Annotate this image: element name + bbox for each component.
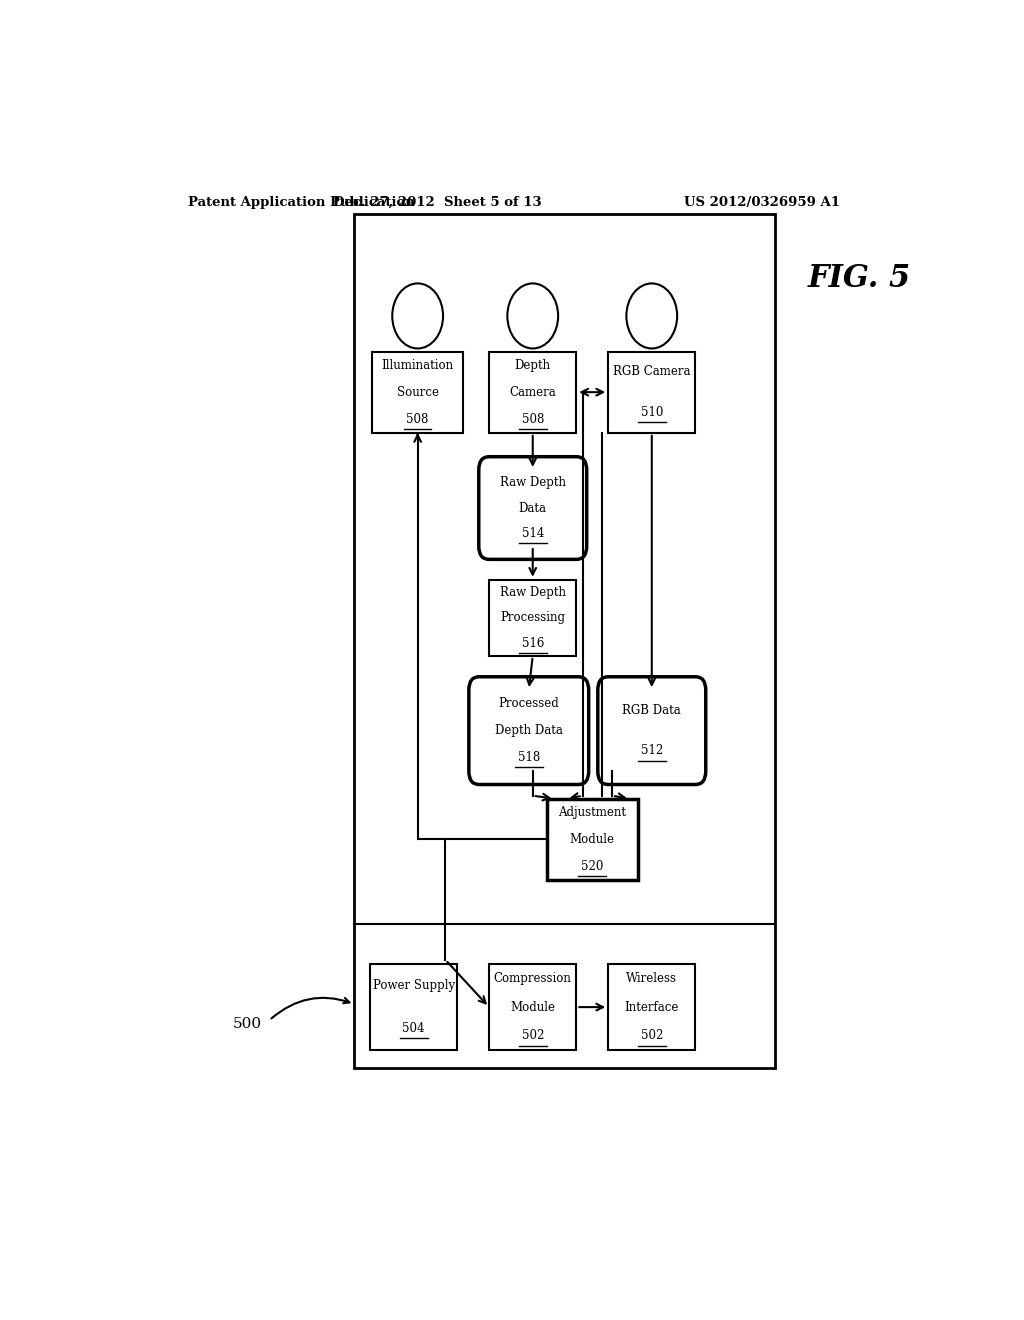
Text: Power Supply: Power Supply <box>373 979 455 993</box>
Text: 504: 504 <box>402 1022 425 1035</box>
FancyBboxPatch shape <box>370 964 458 1051</box>
Text: Wireless: Wireless <box>627 972 677 985</box>
Text: Interface: Interface <box>625 1001 679 1014</box>
Text: 510: 510 <box>641 407 663 418</box>
Text: 514: 514 <box>521 527 544 540</box>
Text: Adjustment: Adjustment <box>558 805 627 818</box>
FancyBboxPatch shape <box>598 677 706 784</box>
Text: 518: 518 <box>518 751 540 764</box>
FancyBboxPatch shape <box>489 351 577 433</box>
FancyBboxPatch shape <box>608 351 695 433</box>
Text: Compression: Compression <box>494 972 571 985</box>
FancyBboxPatch shape <box>469 677 589 784</box>
Text: 502: 502 <box>521 1030 544 1043</box>
Text: 512: 512 <box>641 744 663 758</box>
Text: Raw Depth: Raw Depth <box>500 586 565 599</box>
Text: RGB Data: RGB Data <box>623 704 681 717</box>
FancyBboxPatch shape <box>608 964 695 1051</box>
Circle shape <box>392 284 443 348</box>
Text: 508: 508 <box>407 413 429 426</box>
Text: RGB Camera: RGB Camera <box>613 366 690 379</box>
FancyBboxPatch shape <box>372 351 463 433</box>
Text: Processing: Processing <box>501 611 565 624</box>
Text: FIG. 5: FIG. 5 <box>807 263 910 294</box>
FancyBboxPatch shape <box>547 799 638 880</box>
FancyBboxPatch shape <box>489 964 577 1051</box>
Text: 508: 508 <box>521 413 544 426</box>
Text: 502: 502 <box>641 1030 663 1043</box>
FancyBboxPatch shape <box>479 457 587 560</box>
FancyBboxPatch shape <box>354 214 775 1068</box>
FancyBboxPatch shape <box>489 579 577 656</box>
Text: Module: Module <box>569 833 614 846</box>
Text: Data: Data <box>519 502 547 515</box>
Text: Dec. 27, 2012  Sheet 5 of 13: Dec. 27, 2012 Sheet 5 of 13 <box>333 195 542 209</box>
Text: Depth: Depth <box>515 359 551 371</box>
Text: Raw Depth: Raw Depth <box>500 477 565 490</box>
Text: 520: 520 <box>581 861 603 873</box>
Circle shape <box>627 284 677 348</box>
Text: Module: Module <box>510 1001 555 1014</box>
Text: Illumination: Illumination <box>382 359 454 371</box>
Text: US 2012/0326959 A1: US 2012/0326959 A1 <box>684 195 840 209</box>
Circle shape <box>507 284 558 348</box>
Text: Processed: Processed <box>499 697 559 710</box>
Text: Patent Application Publication: Patent Application Publication <box>188 195 415 209</box>
Text: 500: 500 <box>232 1018 261 1031</box>
Text: Camera: Camera <box>509 385 556 399</box>
Text: 516: 516 <box>521 636 544 649</box>
Text: Depth Data: Depth Data <box>495 725 563 737</box>
Text: Source: Source <box>396 385 438 399</box>
